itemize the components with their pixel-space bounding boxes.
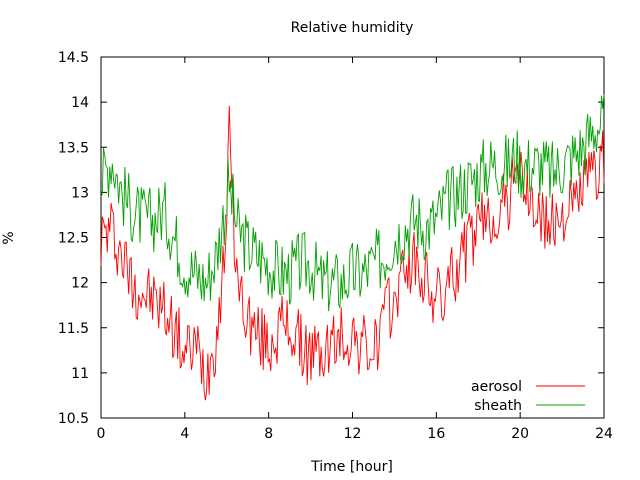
legend-label-aerosol: aerosol xyxy=(471,379,522,395)
y-tick-label: 11.5 xyxy=(58,321,89,337)
y-tick-label: 12.5 xyxy=(58,231,89,247)
x-tick-label: 12 xyxy=(344,426,362,442)
y-tick-label: 12 xyxy=(71,276,89,292)
y-tick-label: 14.5 xyxy=(58,50,89,66)
data-series xyxy=(100,94,605,401)
chart-title: Relative humidity xyxy=(291,20,414,36)
legend-label-sheath: sheath xyxy=(474,398,522,414)
series-line-sheath xyxy=(100,94,605,312)
y-tick-label: 13.5 xyxy=(58,140,89,156)
x-tick-label: 20 xyxy=(511,426,529,442)
y-tick-label: 10.5 xyxy=(58,411,89,427)
axis-ticks: 0 4 8 12 16 20 24 10.5 11 11.5 12 12.5 13 13.5 14 14.5 xyxy=(58,50,613,442)
x-tick-label: 24 xyxy=(595,426,613,442)
x-tick-label: 0 xyxy=(97,426,106,442)
legend: aerosol sheath xyxy=(471,379,585,414)
y-axis-label: % xyxy=(1,231,17,244)
y-tick-label: 11 xyxy=(71,366,89,382)
x-tick-label: 16 xyxy=(427,426,445,442)
y-tick-label: 13 xyxy=(71,185,89,201)
x-tick-label: 4 xyxy=(180,426,189,442)
x-tick-label: 8 xyxy=(264,426,273,442)
x-axis-label: Time [hour] xyxy=(310,459,393,475)
y-tick-label: 14 xyxy=(71,95,89,111)
